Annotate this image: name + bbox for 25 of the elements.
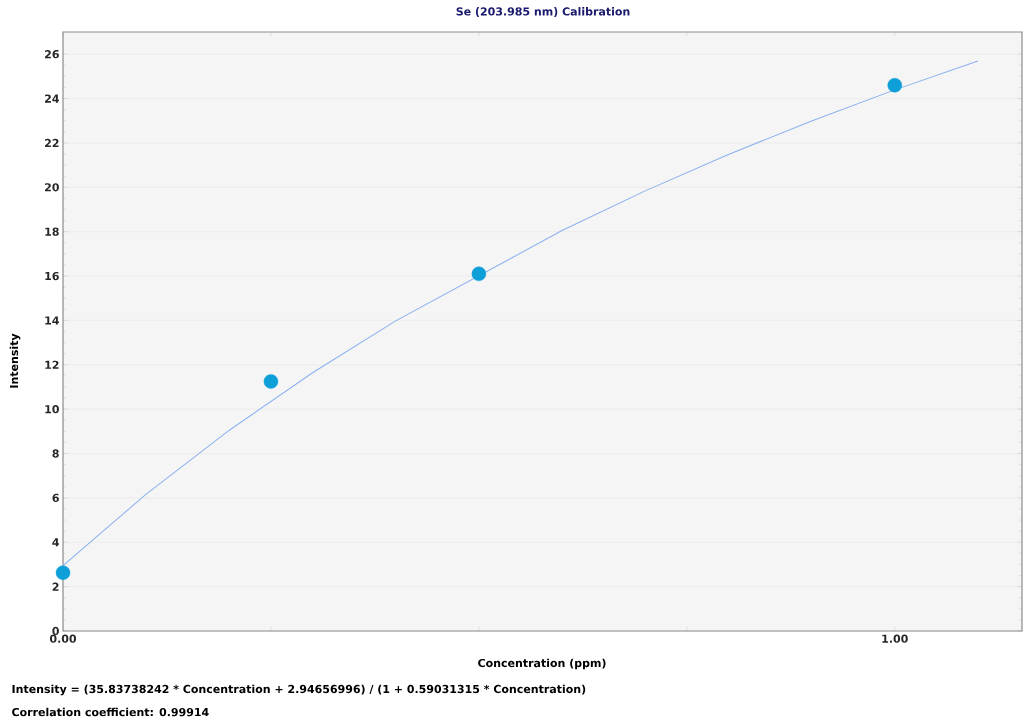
y-tick-label: 24 (45, 94, 59, 103)
y-tick-label: 14 (45, 316, 59, 325)
point (887, 78, 902, 93)
text: Intensity = (35.83738242 * Concentration + 2.94656996) / (1 + 0.59031315 * Concentration) (12, 684, 586, 696)
point (471, 266, 487, 282)
chart-title: Se (203.985 nm) Calibration (456, 7, 630, 17)
y-tick-label: 4 (52, 538, 59, 547)
y-tick-label: 2 (52, 582, 59, 591)
y-tick-label: 0 (52, 626, 59, 636)
y-tick-label: 8 (52, 449, 59, 458)
y-tick-label: 22 (45, 138, 59, 147)
y-axis-title: Intensity (9, 333, 21, 388)
y-tick-label: 10 (45, 405, 59, 414)
x-axis-title: Concentration (ppm) (478, 658, 606, 670)
y-tick-label: 26 (45, 50, 59, 59)
y-tick-label: 12 (45, 360, 59, 369)
text: Correlation coefficient: 0.99914 (12, 707, 209, 717)
point (55, 565, 71, 580)
y-tick-label: 18 (45, 227, 59, 236)
x-tick-label: 1.00 (882, 634, 908, 643)
x-tick-label: 0.00 (49, 634, 77, 643)
point (263, 374, 279, 389)
y-tick-label: 20 (45, 183, 59, 192)
y-tick-label: 16 (45, 271, 59, 281)
y-tick-label: 6 (52, 493, 59, 503)
